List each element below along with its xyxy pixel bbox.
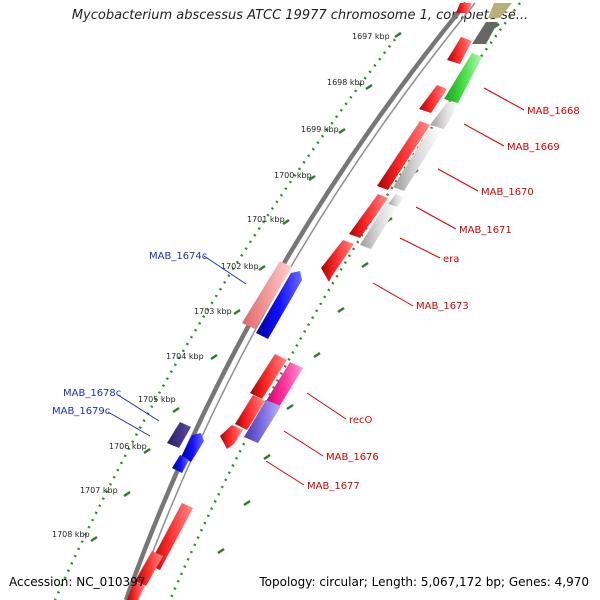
gene-mab-1668[interactable] (444, 53, 482, 103)
gene-mab-1667[interactable] (488, 3, 512, 18)
gene-red-b[interactable] (377, 121, 430, 190)
ruler-tick-label: 1706 kbp (109, 442, 147, 451)
outer-tick-mark (313, 351, 321, 359)
leader-mab-1677 (265, 460, 305, 486)
label-reco[interactable]: recO (349, 415, 373, 426)
leader-mab-1668 (483, 87, 525, 111)
ruler-tick-marks (90, 31, 402, 543)
ruler-tick-mark (308, 174, 316, 182)
gene-mab-1679c-b[interactable] (172, 455, 189, 473)
label-mab-1679c[interactable]: MAB_1679c (52, 406, 110, 417)
leader-mab-1678c (117, 394, 160, 422)
gene-red-c[interactable] (349, 194, 388, 238)
gene-mab-1678c[interactable] (167, 422, 191, 448)
genome-summary-text: Topology: circular; Length: 5,067,172 bp… (259, 575, 589, 589)
outer-tick-mark (361, 261, 369, 269)
ruler-tick-mark (210, 353, 218, 361)
reverse-gene-track (167, 261, 302, 473)
ruler-tick-label: 1699 kbp (301, 125, 339, 134)
gene-mab-1676[interactable] (244, 400, 281, 443)
chromosome-backbone (123, 1, 468, 600)
ruler-tick-label: 1705 kbp (138, 395, 176, 404)
gene-red-top-b[interactable] (472, 3, 490, 12)
ruler-tick-mark (394, 31, 402, 39)
leader-lines (107, 87, 525, 486)
label-era[interactable]: era (443, 254, 459, 265)
label-mab-1674c[interactable]: MAB_1674c (149, 251, 207, 262)
gene-mab-1674c[interactable] (256, 271, 302, 339)
label-mab-1673[interactable]: MAB_1673 (416, 301, 469, 312)
leader-mab-1671 (415, 206, 457, 230)
label-mab-1668[interactable]: MAB_1668 (527, 106, 580, 117)
ruler-tick-mark (282, 218, 290, 226)
label-mab-1671[interactable]: MAB_1671 (459, 225, 512, 236)
gene-mab-1677[interactable] (220, 425, 243, 449)
leader-mab-1679c (107, 411, 151, 437)
ruler-tick-label: 1698 kbp (327, 78, 365, 87)
leader-mab-1674c (203, 255, 247, 285)
gene-mab-1677-red-b[interactable] (235, 395, 265, 430)
ruler-tick-labels: 1697 kbp 1698 kbp 1699 kbp 1700 kbp 1701… (52, 32, 390, 539)
leader-mab-1676 (283, 430, 324, 457)
ruler-tick-label: 1697 kbp (352, 32, 390, 41)
leader-mab-1669 (463, 123, 505, 147)
gene-mab-1674c-pink[interactable] (242, 261, 292, 329)
outer-tick-mark (217, 547, 225, 555)
lower-gene-track (127, 503, 193, 600)
ruler-tick-mark (90, 535, 98, 543)
gene-red-top-a[interactable] (456, 3, 472, 13)
ruler-tick-label: 1700 kbp (274, 171, 312, 180)
ruler-tick-mark (143, 447, 151, 455)
gene-red-lower-b[interactable] (135, 551, 163, 586)
leader-mab-1673 (372, 282, 414, 307)
outer-tick-mark (286, 403, 294, 411)
outer-track-tick-marks (217, 22, 500, 555)
ruler-tick-mark (258, 264, 266, 272)
gene-mab-1667b[interactable] (472, 22, 498, 44)
forward-gene-track (321, 3, 512, 282)
label-mab-1677[interactable]: MAB_1677 (307, 481, 360, 492)
gene-labels: MAB_1674c MAB_1678c MAB_1679c MAB_1668 M… (52, 106, 580, 492)
ruler-tick-label: 1702 kbp (221, 262, 259, 271)
accession-text: Accession: NC_010397 (9, 575, 146, 589)
label-mab-1678c[interactable]: MAB_1678c (63, 388, 121, 399)
gene-era[interactable] (360, 203, 397, 249)
page-title: Mycobacterium abscessus ATCC 19977 chrom… (71, 8, 529, 23)
gene-red-lower-c[interactable] (127, 581, 145, 600)
gene-mab-1670[interactable] (393, 128, 441, 191)
gene-mab-1677-red-a[interactable] (250, 354, 287, 399)
gene-mab-1673[interactable] (321, 240, 354, 282)
gene-red-a[interactable] (419, 85, 447, 113)
middle-gene-cluster (220, 354, 303, 449)
leader-reco (306, 392, 347, 420)
outer-tick-mark (263, 453, 271, 461)
label-mab-1669[interactable]: MAB_1669 (507, 142, 560, 153)
ruler-tick-mark (172, 406, 180, 414)
gene-mab-1671[interactable] (388, 194, 404, 208)
label-mab-1676[interactable]: MAB_1676 (326, 452, 379, 463)
label-mab-1670[interactable]: MAB_1670 (481, 187, 534, 198)
ruler-tick-label: 1703 kbp (194, 307, 232, 316)
gene-mab-1669[interactable] (430, 101, 458, 129)
gene-reco[interactable] (263, 362, 303, 412)
ruler-tick-label: 1708 kbp (52, 530, 90, 539)
outer-tick-mark (243, 499, 251, 507)
ruler-tick-label: 1701 kbp (247, 215, 285, 224)
leader-era (399, 237, 441, 259)
ruler-dotted-track (53, 32, 401, 600)
gene-mab-1672-red[interactable] (447, 37, 472, 64)
ruler-tick-label: 1704 kbp (166, 352, 204, 361)
ruler-tick-mark (365, 83, 373, 91)
outer-tick-mark (337, 306, 345, 314)
ruler-tick-label: 1707 kbp (80, 486, 118, 495)
leader-mab-1670 (437, 168, 479, 192)
ruler-tick-mark (123, 490, 131, 498)
ruler-tick-mark (338, 127, 346, 135)
gene-red-lower-a[interactable] (149, 503, 193, 570)
ruler-tick-mark (233, 308, 241, 316)
gene-mab-1679c-a[interactable] (181, 433, 204, 462)
